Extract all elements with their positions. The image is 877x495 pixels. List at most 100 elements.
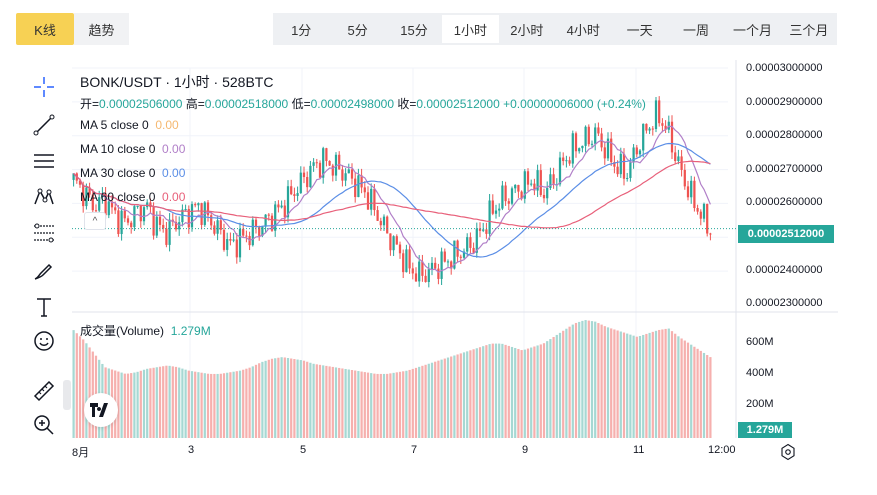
ma-60-value: 0.00	[162, 190, 186, 204]
volume-bar	[523, 349, 526, 438]
volume-bar	[120, 372, 123, 438]
price-tick: 0.00002600000	[746, 196, 823, 208]
candle-body	[350, 169, 354, 179]
ma-10-row[interactable]: MA 10 close 0 0.00	[80, 142, 185, 156]
candle-body	[238, 228, 242, 258]
trendline-icon[interactable]	[22, 110, 66, 140]
x-tick: 9	[522, 444, 529, 456]
interval-0[interactable]: 1分	[291, 22, 312, 38]
volume-bar	[597, 323, 600, 438]
candle-body	[568, 160, 571, 164]
price-tick: 0.00002900000	[746, 96, 823, 108]
volume-bar	[299, 360, 302, 438]
candle-body	[363, 187, 366, 193]
candle-body	[574, 133, 578, 152]
volume-bar	[654, 330, 658, 438]
ma-5-row[interactable]: MA 5 close 0 0.00	[80, 118, 179, 132]
volume-bar	[510, 346, 514, 438]
volume-bar	[171, 366, 174, 438]
candle-body	[309, 165, 312, 188]
interval-4[interactable]: 2小时	[510, 22, 544, 38]
candle-body	[312, 162, 315, 166]
volume-bar	[670, 331, 674, 438]
candle-body	[379, 220, 382, 226]
zoom-icon[interactable]	[22, 410, 66, 440]
candle-body	[482, 229, 485, 231]
candle-body	[283, 205, 286, 218]
volume-bar	[459, 353, 462, 438]
candle-body	[462, 251, 466, 258]
candle-body	[376, 210, 379, 221]
candle-body	[306, 177, 309, 188]
horizontal-lines-icon[interactable]	[22, 146, 66, 176]
volume-bar	[686, 342, 690, 438]
candle-body	[670, 121, 674, 153]
ma-30-label: MA 30 close 0	[80, 166, 156, 180]
volume-bar	[312, 363, 315, 438]
toolbar-scroll-handle[interactable]	[63, 380, 71, 410]
tab-kline[interactable]: K线	[16, 13, 74, 45]
x-tick: 5	[300, 444, 307, 456]
brush-icon[interactable]	[22, 256, 66, 286]
candle-body	[168, 219, 171, 245]
settings-icon[interactable]	[779, 443, 797, 466]
volume-bar	[354, 370, 357, 438]
volume-bar	[478, 347, 482, 438]
volume-bar	[226, 372, 229, 438]
ruler-icon[interactable]	[22, 376, 66, 406]
ma-60-row[interactable]: MA 60 close 0 0.00	[80, 190, 185, 204]
interval-1[interactable]: 5分	[347, 22, 368, 38]
volume-bar	[690, 344, 693, 438]
interval-7[interactable]: 一周	[683, 22, 710, 38]
volume-bar	[638, 335, 642, 438]
volume-bar	[514, 347, 517, 438]
x-tick: 3	[188, 444, 195, 456]
candle-body	[696, 208, 699, 212]
price-tick: 0.00002400000	[746, 264, 823, 276]
interval-8[interactable]: 一个月	[732, 22, 772, 38]
candle-body	[510, 188, 514, 204]
volume-bar	[373, 373, 376, 438]
fib-icon[interactable]	[22, 218, 66, 248]
candle-body	[632, 147, 635, 163]
candle-body	[699, 211, 702, 219]
interval-6[interactable]: 一天	[626, 22, 653, 38]
pattern-icon[interactable]	[22, 182, 66, 212]
volume-bar	[427, 363, 430, 438]
candle-body	[654, 100, 658, 130]
volume-bar	[123, 373, 126, 438]
candle-body	[174, 221, 178, 230]
legend-collapse-button[interactable]: ^	[84, 212, 106, 230]
volume-bar	[162, 366, 165, 438]
candle-body	[536, 170, 539, 191]
ma-30-row[interactable]: MA 30 close 0 0.00	[80, 166, 185, 180]
tradingview-logo[interactable]	[84, 393, 118, 427]
tab-trend[interactable]: 趋势	[74, 13, 129, 45]
candle-body	[661, 123, 664, 126]
text-icon[interactable]	[22, 292, 66, 322]
volume-bar	[594, 321, 597, 438]
volume-bar	[184, 369, 187, 438]
emoji-icon[interactable]	[22, 326, 66, 356]
interval-9[interactable]: 三个月	[789, 22, 829, 38]
volume-bar	[696, 348, 699, 438]
interval-2[interactable]: 15分	[400, 22, 428, 38]
volume-bar	[578, 321, 581, 438]
volume-bar	[555, 334, 558, 438]
candle-body	[139, 205, 142, 222]
candle-body	[587, 126, 590, 145]
candle-body	[226, 239, 229, 250]
volume-bar	[418, 366, 421, 438]
volume-bar	[616, 330, 619, 438]
volume-bar	[146, 368, 149, 438]
volume-bar	[219, 373, 222, 438]
crosshair-icon[interactable]	[22, 72, 66, 102]
volume-bar	[606, 327, 610, 438]
change-value: +0.00000006000 (+0.24%)	[503, 97, 646, 111]
volume-bar	[622, 332, 626, 438]
interval-3[interactable]: 1小时	[442, 15, 499, 43]
close-label: 收=	[397, 97, 417, 111]
candle-body	[338, 154, 341, 170]
interval-5[interactable]: 4小时	[566, 22, 600, 38]
candle-body	[347, 169, 350, 174]
